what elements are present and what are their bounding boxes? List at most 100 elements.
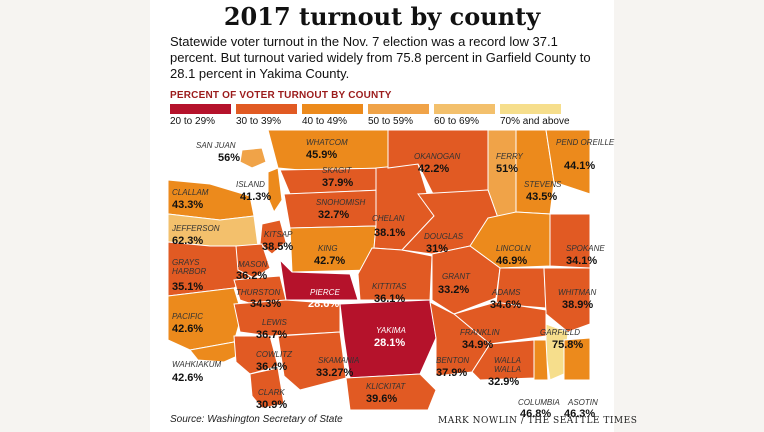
county-value-kittitas: 36.1% [374, 293, 406, 305]
county-pend-oreille[interactable] [545, 129, 591, 195]
county-value-pacific: 42.6% [172, 323, 204, 335]
legend-swatch [236, 104, 297, 114]
legend-item-20-29: 20 to 29% [170, 104, 231, 127]
county-value-grant: 33.2% [438, 284, 470, 296]
county-value-chelan: 38.1% [374, 227, 406, 239]
county-label-king: King [318, 244, 338, 253]
county-value-whitman: 38.9% [562, 299, 594, 311]
county-label-clark: Clark [258, 388, 285, 397]
county-label-franklin: Franklin [460, 328, 500, 337]
county-label-douglas: Douglas [424, 232, 464, 241]
county-label-pend-oreille: Pend Oreille [556, 138, 615, 147]
map-title: 2017 turnout by county [223, 2, 541, 31]
county-label-okanogan: Okanogan [414, 152, 461, 161]
county-label-grays-harbor: Grays Harbor [172, 258, 207, 276]
county-value-whatcom: 45.9% [306, 149, 338, 161]
county-value-columbia: 46.8% [520, 408, 552, 420]
county-label-cowlitz: Cowlitz [256, 350, 292, 359]
legend-swatch [302, 104, 363, 114]
county-pierce[interactable] [279, 258, 359, 301]
county-label-whatcom: Whatcom [306, 138, 348, 147]
county-stevens[interactable] [515, 129, 555, 215]
legend-label: 60 to 69% [434, 116, 480, 127]
county-klickitat[interactable] [345, 373, 437, 411]
county-whitman[interactable] [543, 267, 591, 333]
county-label-klickitat: Klickitat [366, 382, 406, 391]
county-label-lewis: Lewis [262, 318, 287, 327]
county-kitsap[interactable] [259, 219, 287, 255]
county-value-island: 41.3% [240, 191, 272, 203]
legend-swatch [434, 104, 495, 114]
county-value-grays-harbor: 35.1% [172, 281, 204, 293]
county-label-pacific: Pacific [172, 312, 203, 321]
county-label-san-juan: San Juan [196, 141, 236, 150]
county-cowlitz[interactable] [233, 335, 279, 375]
county-value-adams: 34.6% [490, 299, 522, 311]
county-label-thurston: Thurston [236, 288, 281, 297]
legend-swatch [368, 104, 429, 114]
legend-item-60-69: 60 to 69% [434, 104, 495, 127]
county-label-walla-walla: Walla Walla [494, 356, 521, 374]
county-label-adams: Adams [492, 288, 521, 297]
legend-swatch [170, 104, 231, 114]
legend-label: 50 to 59% [368, 116, 414, 127]
county-san-juan[interactable] [239, 147, 267, 169]
county-mason[interactable] [235, 243, 271, 279]
county-value-pierce: 28.6% [308, 298, 340, 310]
county-label-skamania: Skamania [318, 356, 360, 365]
county-value-cowlitz: 36.4% [256, 361, 288, 373]
county-value-franklin: 34.9% [462, 339, 494, 351]
county-label-island: Island [236, 180, 265, 189]
county-grant[interactable] [431, 245, 501, 315]
county-label-spokane: Spokane [566, 244, 605, 253]
county-value-klickitat: 39.6% [366, 393, 398, 405]
right-margin [614, 0, 764, 432]
county-columbia[interactable] [533, 339, 549, 381]
legend-label: 40 to 49% [302, 116, 348, 127]
legend-label: 20 to 29% [170, 116, 216, 127]
county-value-asotin: 46.3% [564, 408, 596, 420]
county-value-clark: 30.9% [256, 399, 288, 411]
legend-label: 30 to 39% [236, 116, 282, 127]
county-value-pend-oreille: 44.1% [564, 160, 596, 172]
county-label-jefferson: Jefferson [172, 224, 220, 233]
county-skamania[interactable] [277, 331, 347, 391]
county-value-san-juan: 56% [218, 152, 241, 164]
county-label-stevens: Stevens [524, 180, 562, 189]
county-label-whitman: Whitman [558, 288, 597, 297]
county-value-jefferson: 62.3% [172, 235, 204, 247]
county-label-skagit: Skagit [322, 166, 352, 175]
county-label-wahkiakum: Wahkiakum [172, 360, 222, 369]
source-note: Source: Washington Secretary of State [170, 414, 343, 425]
county-value-snohomish: 32.7% [318, 209, 350, 221]
county-label-asotin: Asotin [568, 398, 598, 407]
county-asotin[interactable] [563, 337, 591, 381]
county-label-kittitas: Kittitas [372, 282, 407, 291]
county-value-lewis: 36.7% [256, 329, 288, 341]
left-margin [0, 0, 150, 432]
county-label-kitsap: Kitsap [264, 230, 293, 239]
county-label-yakima: Yakima [376, 326, 406, 335]
county-value-spokane: 34.1% [566, 255, 598, 267]
county-value-king: 42.7% [314, 255, 346, 267]
county-label-garfield: Garfield [540, 328, 581, 337]
county-label-clallam: Clallam [172, 188, 209, 197]
county-value-garfield: 75.8% [552, 339, 584, 351]
county-value-lincoln: 46.9% [496, 255, 528, 267]
county-value-ferry: 51% [496, 163, 519, 175]
county-clark[interactable] [249, 367, 285, 409]
county-wahkiakum[interactable] [189, 341, 243, 363]
legend-item-30-39: 30 to 39% [236, 104, 297, 127]
county-value-clallam: 43.3% [172, 199, 204, 211]
county-label-benton: Benton [436, 356, 470, 365]
county-value-mason: 36.2% [236, 270, 268, 282]
county-value-douglas: 31% [426, 243, 449, 255]
county-label-mason: Mason [238, 260, 268, 269]
county-label-snohomish: Snohomish [316, 198, 366, 207]
legend-item-70-above: 70% and above [500, 104, 570, 127]
county-value-benton: 37.9% [436, 367, 468, 379]
county-value-skamania: 33.27% [316, 367, 354, 379]
county-island[interactable] [267, 167, 283, 214]
county-label-chelan: Chelan [372, 214, 405, 223]
county-label-columbia: Columbia [518, 398, 560, 407]
